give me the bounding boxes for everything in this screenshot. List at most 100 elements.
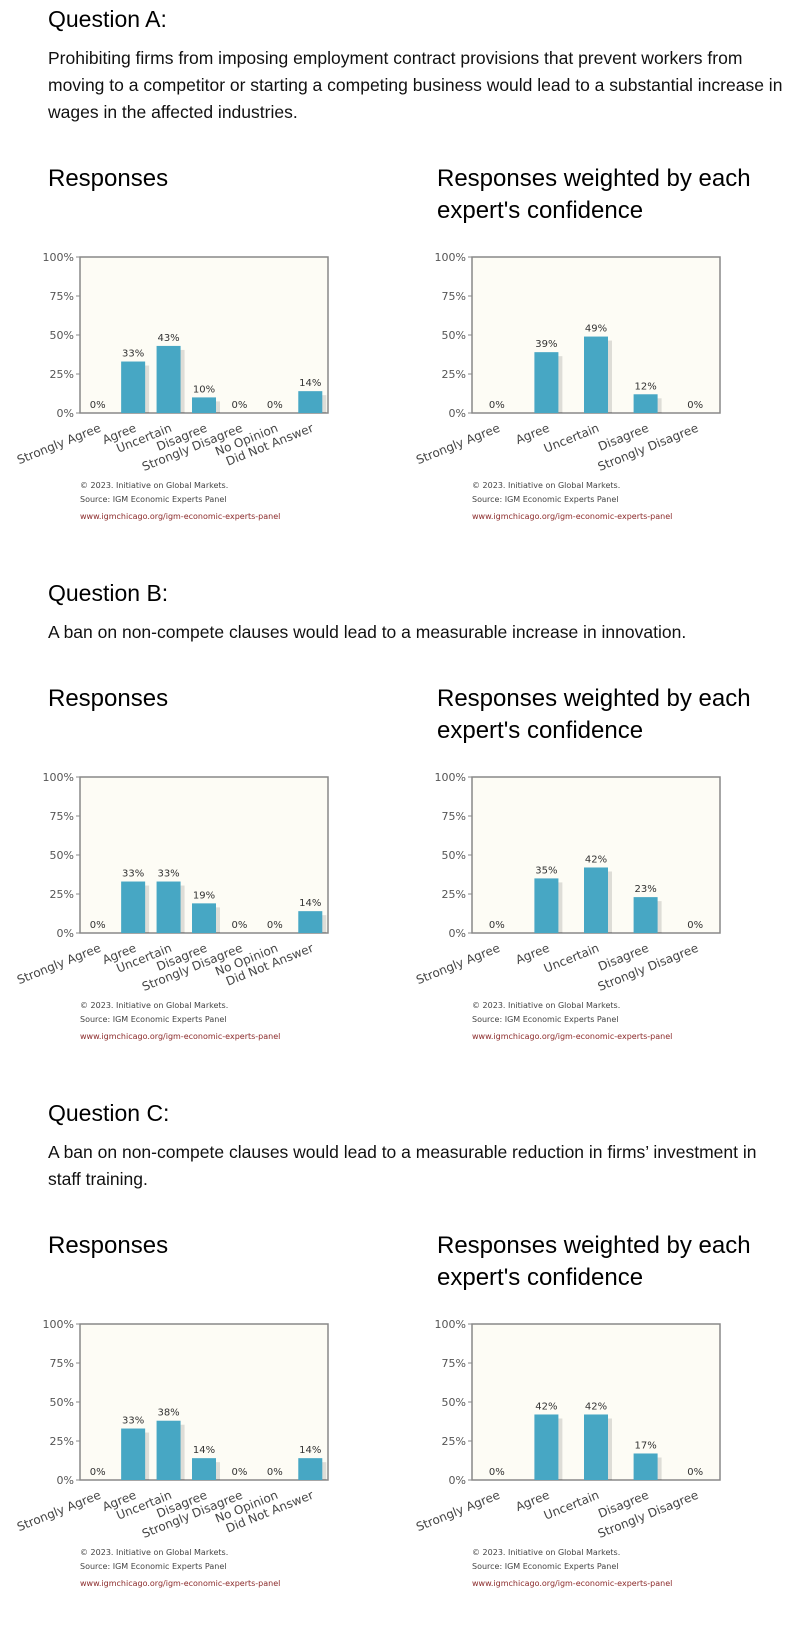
value-label: 0% bbox=[267, 1467, 283, 1478]
y-tick-label: 25% bbox=[50, 368, 74, 381]
value-label: 0% bbox=[489, 920, 505, 931]
y-tick-label: 100% bbox=[43, 1318, 74, 1331]
y-tick-label: 50% bbox=[442, 849, 466, 862]
question-b-title: Question B: bbox=[48, 580, 169, 606]
bar bbox=[633, 394, 658, 413]
bar bbox=[633, 1453, 658, 1480]
value-label: 12% bbox=[634, 381, 656, 392]
value-label: 0% bbox=[90, 920, 106, 931]
y-tick-label: 75% bbox=[50, 1357, 74, 1370]
value-label: 0% bbox=[489, 1467, 505, 1478]
y-tick-label: 50% bbox=[442, 1396, 466, 1409]
category-label: Strongly Agree bbox=[15, 1488, 103, 1534]
category-label: Uncertain bbox=[542, 1488, 601, 1523]
question-c-weighted-chart: 0%25%50%75%100%0%Strongly Agree42%Agree4… bbox=[414, 1318, 721, 1588]
chart-source-link[interactable]: www.igmchicago.org/igm-economic-experts-… bbox=[472, 1579, 672, 1588]
value-label: 14% bbox=[299, 898, 321, 909]
category-label: Strongly Agree bbox=[15, 421, 103, 467]
y-tick-label: 100% bbox=[435, 1318, 466, 1331]
bar bbox=[584, 867, 608, 933]
chart-source-link[interactable]: www.igmchicago.org/igm-economic-experts-… bbox=[472, 512, 672, 521]
y-tick-label: 25% bbox=[50, 1435, 74, 1448]
bar bbox=[156, 881, 181, 933]
bar bbox=[584, 1414, 608, 1480]
chart-source-link[interactable]: www.igmchicago.org/igm-economic-experts-… bbox=[80, 1579, 280, 1588]
question-a-responses-chart: 0%25%50%75%100%0%Strongly Agree33%Agree4… bbox=[15, 251, 329, 521]
value-label: 33% bbox=[122, 349, 144, 360]
y-tick-label: 0% bbox=[57, 407, 74, 420]
bar bbox=[298, 1458, 323, 1480]
value-label: 33% bbox=[122, 869, 144, 880]
question-a-responses-title: Responses bbox=[48, 165, 169, 192]
value-label: 14% bbox=[299, 1445, 321, 1456]
y-tick-label: 75% bbox=[442, 290, 466, 303]
y-tick-label: 100% bbox=[435, 771, 466, 784]
value-label: 33% bbox=[122, 1416, 144, 1427]
value-label: 0% bbox=[231, 920, 247, 931]
bar bbox=[534, 878, 559, 933]
bar bbox=[298, 391, 323, 413]
chart-source-link[interactable]: www.igmchicago.org/igm-economic-experts-… bbox=[80, 1032, 280, 1041]
y-tick-label: 75% bbox=[442, 1357, 466, 1370]
value-label: 42% bbox=[535, 1401, 557, 1412]
question-b-responses-title: Responses bbox=[48, 685, 169, 712]
y-tick-label: 25% bbox=[442, 888, 466, 901]
category-label: Strongly Agree bbox=[414, 941, 502, 987]
bar bbox=[192, 1458, 216, 1480]
question-b-weighted-chart: 0%25%50%75%100%0%Strongly Agree35%Agree4… bbox=[414, 771, 721, 1041]
value-label: 17% bbox=[634, 1440, 656, 1451]
value-label: 10% bbox=[193, 384, 215, 395]
bar bbox=[121, 1428, 146, 1480]
value-label: 14% bbox=[193, 1445, 215, 1456]
question-a-title: Question A: bbox=[48, 6, 167, 32]
value-label: 42% bbox=[585, 1401, 607, 1412]
y-tick-label: 0% bbox=[449, 927, 466, 940]
chart-copyright: © 2023. Initiative on Global Markets. bbox=[472, 481, 620, 490]
chart-source: Source: IGM Economic Experts Panel bbox=[80, 1562, 227, 1571]
y-tick-label: 75% bbox=[442, 810, 466, 823]
value-label: 0% bbox=[489, 400, 505, 411]
category-label: Uncertain bbox=[542, 941, 601, 976]
question-b-text: A ban on non-compete clauses would lead … bbox=[48, 622, 687, 642]
value-label: 49% bbox=[585, 324, 607, 335]
chart-copyright: © 2023. Initiative on Global Markets. bbox=[80, 1001, 228, 1010]
plot-area bbox=[79, 1323, 329, 1481]
y-tick-label: 50% bbox=[50, 1396, 74, 1409]
chart-source: Source: IGM Economic Experts Panel bbox=[472, 495, 619, 504]
y-tick-label: 50% bbox=[50, 849, 74, 862]
value-label: 23% bbox=[634, 884, 656, 895]
chart-copyright: © 2023. Initiative on Global Markets. bbox=[472, 1001, 620, 1010]
chart-source: Source: IGM Economic Experts Panel bbox=[80, 1015, 227, 1024]
value-label: 0% bbox=[267, 400, 283, 411]
chart-source: Source: IGM Economic Experts Panel bbox=[472, 1015, 619, 1024]
y-tick-label: 50% bbox=[442, 329, 466, 342]
bar bbox=[192, 903, 216, 933]
y-tick-label: 100% bbox=[43, 251, 74, 264]
bar bbox=[156, 345, 181, 413]
value-label: 0% bbox=[231, 400, 247, 411]
value-label: 43% bbox=[157, 333, 179, 344]
value-label: 0% bbox=[231, 1467, 247, 1478]
bar bbox=[121, 881, 146, 933]
question-c-weighted-title: Responses weighted by each expert's conf… bbox=[437, 1232, 751, 1291]
y-tick-label: 100% bbox=[43, 771, 74, 784]
category-label: Strongly Agree bbox=[414, 1488, 502, 1534]
question-c-responses-title: Responses bbox=[48, 1232, 169, 1259]
category-label: Strongly Agree bbox=[414, 421, 502, 467]
value-label: 0% bbox=[90, 400, 106, 411]
category-label: Strongly Agree bbox=[15, 941, 103, 987]
bar bbox=[192, 397, 216, 413]
value-label: 0% bbox=[267, 920, 283, 931]
y-tick-label: 25% bbox=[50, 888, 74, 901]
question-a-text: Prohibiting firms from imposing employme… bbox=[48, 48, 783, 122]
bar bbox=[121, 361, 146, 413]
chart-source-link[interactable]: www.igmchicago.org/igm-economic-experts-… bbox=[472, 1032, 672, 1041]
question-a-weighted-title: Responses weighted by each expert's conf… bbox=[437, 165, 751, 224]
y-tick-label: 25% bbox=[442, 368, 466, 381]
value-label: 14% bbox=[299, 378, 321, 389]
value-label: 35% bbox=[535, 865, 557, 876]
value-label: 39% bbox=[535, 339, 557, 350]
bar bbox=[584, 336, 608, 413]
y-tick-label: 75% bbox=[50, 290, 74, 303]
chart-source-link[interactable]: www.igmchicago.org/igm-economic-experts-… bbox=[80, 512, 280, 521]
